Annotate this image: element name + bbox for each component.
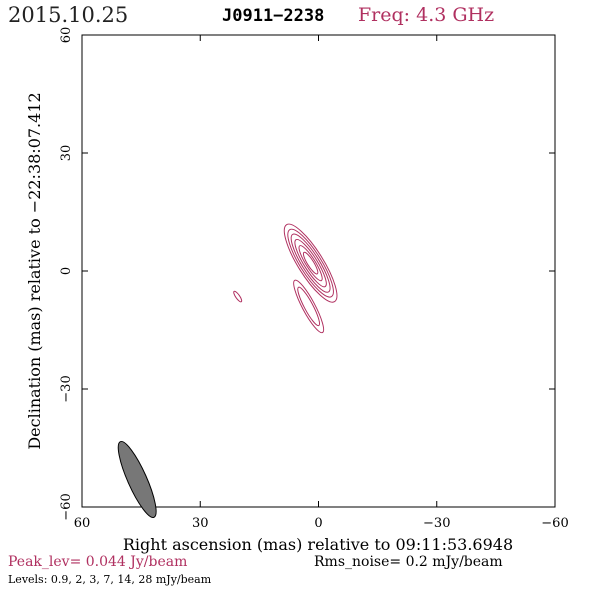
y-tick-label: 0 bbox=[59, 267, 74, 275]
contour-level-5 bbox=[298, 245, 323, 282]
observation-date: 2015.10.25 bbox=[8, 3, 128, 27]
contour-level-6 bbox=[302, 251, 319, 275]
contour-level-1 bbox=[293, 279, 325, 334]
y-tick-label: 30 bbox=[59, 145, 74, 162]
y-tick-labels: 60 30 0 −30 −60 bbox=[59, 27, 74, 521]
isolated-contour bbox=[233, 290, 243, 303]
contour-level-1 bbox=[283, 223, 338, 303]
beam-ellipse-group bbox=[117, 440, 157, 518]
contour-level-3 bbox=[290, 233, 331, 293]
x-tick-label: 60 bbox=[74, 516, 91, 531]
frequency-label: Freq: 4.3 GHz bbox=[358, 4, 494, 26]
y-tick-label: −60 bbox=[59, 493, 74, 520]
axis-ticks bbox=[81, 34, 556, 508]
contour-levels bbox=[233, 223, 338, 334]
contour-level-2 bbox=[287, 228, 334, 298]
peak-level: Peak_lev= 0.044 Jy/beam bbox=[8, 554, 187, 570]
y-axis-label: Declination (mas) relative to −22:38:07.… bbox=[25, 92, 44, 449]
x-tick-label: 0 bbox=[314, 516, 322, 531]
x-tick-label: −30 bbox=[423, 516, 450, 531]
x-tick-labels: 60 30 0 −30 −60 bbox=[74, 516, 569, 531]
contour-level-2 bbox=[297, 286, 321, 327]
x-tick-label: −60 bbox=[541, 516, 568, 531]
y-tick-label: 60 bbox=[59, 27, 74, 44]
contour-level-4 bbox=[294, 238, 327, 288]
beam-ellipse bbox=[117, 440, 157, 518]
source-name: J0911−2238 bbox=[222, 6, 324, 26]
y-tick-label: −30 bbox=[59, 375, 74, 402]
x-axis-label: Right ascension (mas) relative to 09:11:… bbox=[123, 535, 513, 554]
x-tick-label: 30 bbox=[192, 516, 209, 531]
rms-noise: Rms_noise= 0.2 mJy/beam bbox=[314, 554, 503, 570]
plot-frame bbox=[81, 34, 556, 508]
contour-levels-legend: Levels: 0.9, 2, 3, 7, 14, 28 mJy/beam bbox=[8, 573, 212, 586]
